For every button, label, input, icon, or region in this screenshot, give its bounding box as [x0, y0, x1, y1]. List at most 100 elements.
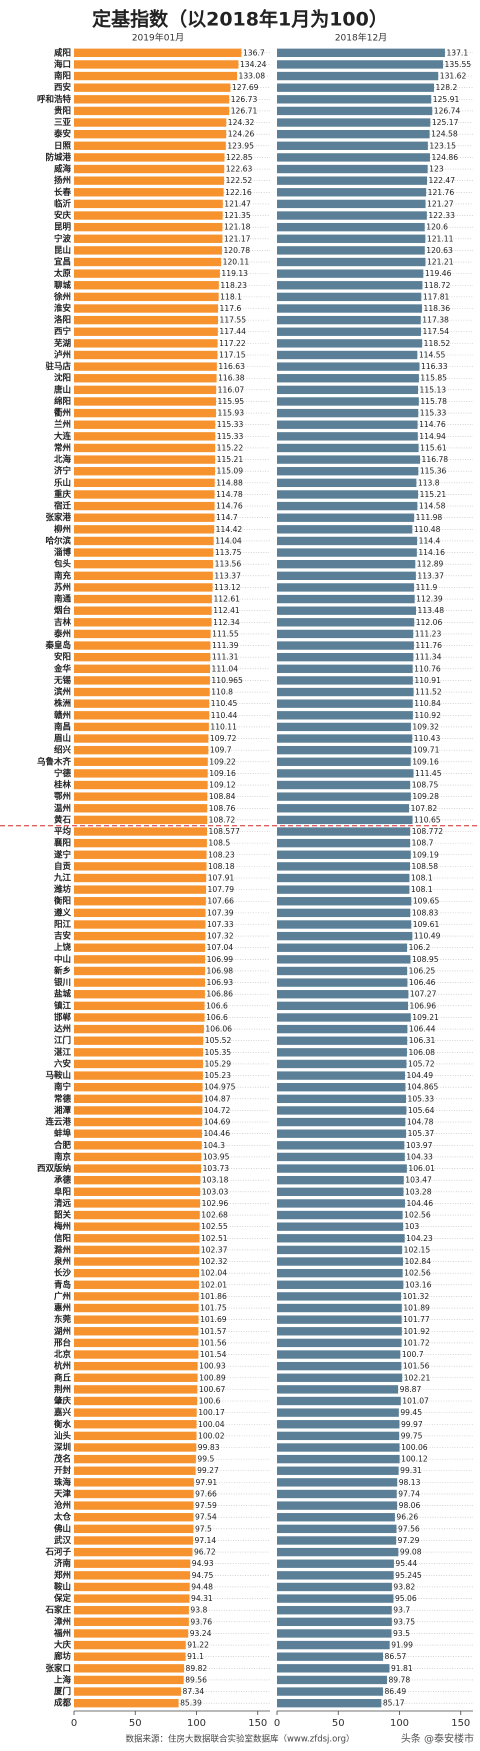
bar [277, 234, 426, 243]
value-label: 122.16 [225, 188, 252, 197]
category-label: 常德 [54, 1093, 72, 1104]
bar [277, 83, 435, 92]
category-label: 太原 [53, 268, 72, 279]
value-label: 126.71 [231, 106, 258, 115]
bar [277, 873, 410, 883]
bar [277, 1315, 402, 1324]
value-label: 105.35 [205, 1048, 232, 1057]
value-label: 109.71 [413, 746, 440, 755]
value-label: 101.86 [200, 1292, 227, 1301]
value-label: 114.76 [419, 420, 446, 429]
value-label: 110.44 [211, 711, 238, 720]
value-label: 124.58 [431, 130, 458, 139]
value-label: 119.46 [425, 269, 452, 278]
category-label: 衢州 [54, 408, 71, 419]
category-label: 三亚 [54, 118, 72, 128]
bar [74, 978, 205, 987]
bar [277, 118, 431, 127]
category-label: 泰安 [53, 129, 72, 140]
bar [74, 1338, 199, 1348]
bar [277, 862, 411, 871]
category-label: 滨州 [54, 687, 71, 698]
bar [277, 1059, 407, 1069]
value-label: 111.9 [416, 583, 438, 592]
category-label: 湛江 [54, 1047, 72, 1058]
bar [74, 1106, 203, 1115]
value-label: 115.85 [420, 374, 447, 383]
category-label: 商丘 [54, 1372, 72, 1383]
bar [277, 548, 417, 557]
x-tick-label: 150 [248, 1718, 267, 1729]
value-label: 128.2 [436, 83, 458, 92]
category-label: 海口 [54, 59, 71, 70]
value-label: 109.7 [210, 746, 232, 755]
value-label: 93.76 [190, 1617, 212, 1626]
bar [277, 827, 411, 836]
bar [74, 1489, 194, 1499]
bar [74, 1524, 194, 1534]
bar [74, 1350, 199, 1359]
category-label: 南阳 [54, 71, 71, 82]
value-label: 105.52 [205, 1036, 232, 1045]
category-label: 北海 [54, 454, 72, 465]
value-label: 93.24 [190, 1629, 212, 1638]
value-label: 109.12 [209, 781, 236, 790]
value-label: 101.54 [200, 1350, 227, 1359]
value-label: 108.72 [209, 815, 236, 824]
value-label: 108.75 [412, 781, 439, 790]
bar [74, 1210, 200, 1220]
bar [277, 513, 415, 522]
value-label: 100.06 [401, 1443, 428, 1452]
value-label: 117.6 [220, 304, 242, 313]
category-label: 保定 [53, 1593, 72, 1604]
bar [74, 1129, 202, 1138]
category-label: 厦门 [54, 1686, 71, 1697]
bar [277, 908, 411, 918]
bar [277, 1245, 403, 1255]
category-label: 湖州 [54, 1326, 71, 1337]
category-label: 广州 [54, 1291, 71, 1302]
bar [74, 1629, 189, 1638]
bar [74, 1396, 198, 1406]
value-label: 113.8 [418, 478, 440, 487]
bar [277, 1036, 408, 1045]
category-label: 天津 [54, 1488, 72, 1499]
value-label: 106.25 [409, 966, 436, 975]
category-label: 长沙 [54, 1268, 72, 1279]
bar [74, 827, 208, 836]
bar [74, 304, 219, 313]
category-label: 南宁 [54, 1082, 72, 1093]
category-label: 嘉兴 [53, 1407, 72, 1418]
category-label: 昆山 [54, 245, 71, 256]
bar [74, 722, 209, 732]
value-label: 106.6 [206, 1001, 228, 1010]
value-label: 99.97 [401, 1420, 423, 1429]
value-label: 137.1 [446, 48, 468, 57]
value-label: 120.78 [223, 246, 250, 255]
bar [277, 327, 421, 336]
bar [277, 315, 421, 325]
value-label: 98.87 [400, 1385, 422, 1394]
watermark: 头条 @泰安楼市 [401, 1732, 474, 1745]
bar [74, 1071, 203, 1080]
bar [74, 1094, 203, 1104]
bar [74, 432, 216, 441]
bar [277, 129, 430, 139]
x-tick-label: 100 [187, 1718, 206, 1729]
value-label: 98.06 [399, 1501, 421, 1510]
category-label: 淮安 [54, 303, 72, 314]
category-label: 石家庄 [44, 1605, 71, 1616]
bar [74, 222, 223, 232]
bar [74, 501, 215, 511]
value-label: 111.98 [416, 513, 443, 522]
bar [277, 1524, 397, 1534]
value-label: 122.52 [226, 176, 253, 185]
bar [74, 850, 207, 859]
bar [277, 432, 418, 441]
value-label: 100.02 [198, 1431, 225, 1440]
value-label: 104.49 [407, 1071, 434, 1080]
bar [277, 269, 424, 278]
value-label: 85.39 [180, 1699, 202, 1708]
value-label: 97.59 [195, 1501, 217, 1510]
